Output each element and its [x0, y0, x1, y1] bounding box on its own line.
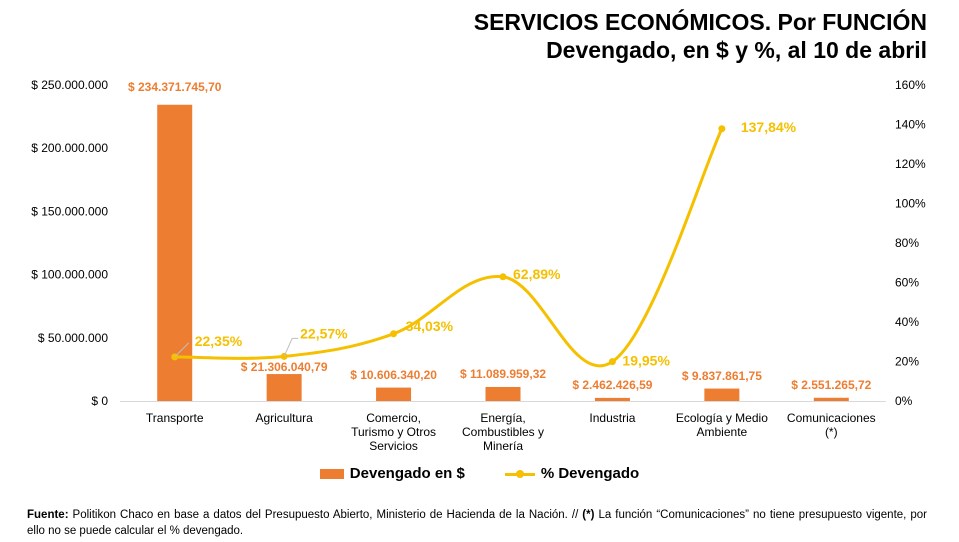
line-data-label: 22,35% [195, 333, 243, 349]
chart-title: SERVICIOS ECONÓMICOS. Por FUNCIÓN [473, 9, 927, 35]
source-footnote: Fuente: Politikon Chaco en base a datos … [27, 507, 927, 539]
legend-bar-swatch [319, 468, 344, 479]
legend-line-swatch [504, 467, 535, 481]
legend-line-label: % Devengado [540, 465, 640, 482]
y-right-tick-label: 20% [895, 355, 919, 369]
bar [704, 388, 740, 401]
legend-bar-label: Devengado en $ [349, 465, 465, 482]
x-tick-label: (*) [825, 425, 838, 439]
line-data-label: 137,84% [741, 119, 797, 135]
bar [266, 374, 302, 401]
x-tick-label: Combustibles y [462, 425, 544, 439]
bar [813, 397, 849, 401]
y-right-tick-label: 100% [895, 197, 926, 211]
bar [594, 397, 630, 401]
bar-data-label: $ 2.551.265,72 [791, 378, 871, 392]
bar-data-label: $ 21.306.040,79 [241, 360, 328, 374]
y-right-tick-label: 80% [895, 236, 919, 250]
x-tick-label: Transporte [146, 411, 204, 425]
x-tick-label: Comercio, [366, 411, 421, 425]
line-data-label: 19,95% [622, 353, 670, 369]
legend-item-bar: Devengado en $ [319, 465, 465, 482]
y-left-tick-label: $ 50.000.000 [38, 331, 108, 345]
bar-data-label: $ 234.371.745,70 [128, 80, 222, 94]
bar [485, 386, 521, 401]
footnote-asterisk: (*) [582, 509, 595, 521]
bar [376, 387, 412, 401]
bar-data-label: $ 10.606.340,20 [350, 368, 437, 382]
bar-data-label: $ 2.462.426,59 [572, 378, 652, 392]
line-data-label: 22,57% [300, 325, 348, 341]
line-point [718, 125, 726, 133]
line-data-label: 34,03% [406, 318, 454, 334]
y-right-tick-label: 0% [895, 394, 913, 408]
y-left-tick-label: $ 150.000.000 [31, 204, 108, 218]
x-tick-label: Comunicaciones [787, 411, 876, 425]
label-leader-line [174, 342, 190, 358]
chart-legend: Devengado en $ % Devengado [0, 465, 959, 482]
label-leader-line [283, 337, 299, 357]
y-left-tick-label: $ 200.000.000 [31, 141, 108, 155]
x-tick-label: Ecología y Medio [676, 411, 768, 425]
x-tick-label: Minería [483, 439, 523, 453]
combo-chart: $ 0 $ 50.000.000 $ 100.000.000 $ 150.000.00… [31, 78, 926, 453]
footnote-text-1: Politikon Chaco en base a datos del Pres… [68, 509, 583, 521]
chart-subtitle: Devengado, en $ y %, al 10 de abril [546, 37, 927, 63]
y-right-tick-label: 120% [895, 157, 926, 171]
y-left-tick-label: $ 250.000.000 [31, 78, 108, 92]
y-right-tick-label: 140% [895, 118, 926, 132]
x-tick-label: Energía, [480, 411, 525, 425]
bar-data-label: $ 9.837.861,75 [682, 369, 762, 383]
line-point [390, 330, 398, 338]
line-data-label: 62,89% [513, 266, 561, 282]
y-right-tick-label: 160% [895, 78, 926, 92]
x-tick-label: Industria [589, 411, 635, 425]
x-tick-label: Ambiente [697, 425, 748, 439]
x-tick-label: Turismo y Otros [351, 425, 436, 439]
y-right-tick-label: 40% [895, 315, 919, 329]
x-tick-label: Servicios [369, 439, 418, 453]
footnote-text-2: La función “Comunicaciones” no tiene pre… [27, 509, 927, 537]
y-left-tick-label: $ 100.000.000 [31, 268, 108, 282]
line-point [608, 358, 616, 366]
bar-data-label: $ 11.089.959,32 [460, 367, 546, 381]
line-point [499, 273, 507, 281]
y-right-tick-label: 60% [895, 276, 919, 290]
legend-item-line: % Devengado [504, 465, 640, 482]
bar [157, 104, 193, 401]
y-left-tick-label: $ 0 [91, 394, 108, 408]
x-tick-label: Agricultura [255, 411, 313, 425]
footnote-source-label: Fuente: [27, 509, 69, 521]
